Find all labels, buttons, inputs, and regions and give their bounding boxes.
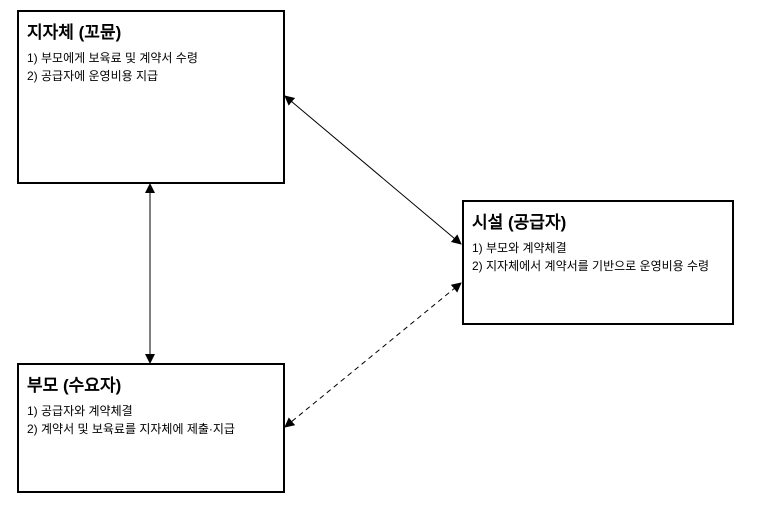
node-local-gov: 지자체 (꼬뮨) 1) 부모에게 보육료 및 계약서 수령 2) 공급자에 운영… [17, 10, 285, 184]
edge-parents-facility [285, 283, 461, 427]
node-parents-item-1: 1) 공급자와 계약체결 [27, 402, 275, 420]
edge-local_gov-facility [285, 96, 461, 244]
node-local-gov-item-2: 2) 공급자에 운영비용 지급 [27, 67, 275, 85]
node-facility-item-2: 2) 지자체에서 계약서를 기반으로 운영비용 수령 [472, 257, 724, 275]
node-local-gov-item-1: 1) 부모에게 보육료 및 계약서 수령 [27, 49, 275, 67]
node-parents: 부모 (수요자) 1) 공급자와 계약체결 2) 계약서 및 보육료를 지자체에… [17, 363, 285, 493]
node-parents-item-2: 2) 계약서 및 보육료를 지자체에 제출·지급 [27, 420, 275, 438]
node-parents-title: 부모 (수요자) [27, 371, 275, 396]
node-facility-title: 시설 (공급자) [472, 208, 724, 233]
node-local-gov-title: 지자체 (꼬뮨) [27, 18, 275, 43]
node-facility-item-1: 1) 부모와 계약체결 [472, 239, 724, 257]
node-facility: 시설 (공급자) 1) 부모와 계약체결 2) 지자체에서 계약서를 기반으로 … [462, 200, 734, 325]
